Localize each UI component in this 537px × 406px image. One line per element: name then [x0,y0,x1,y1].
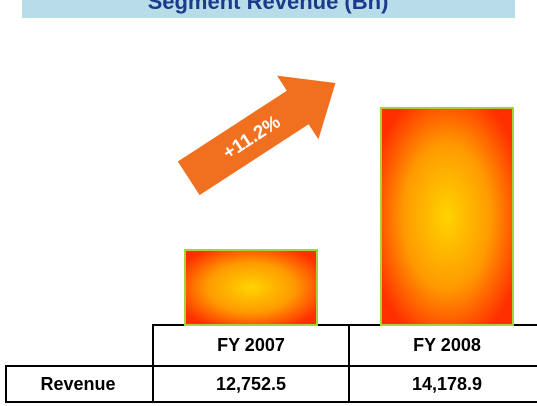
row-label: Revenue [40,374,115,394]
data-label: 14,178.9 [412,374,482,394]
data-label: 12,752.5 [216,374,286,394]
bar [184,249,318,326]
x-tick-label: FY 2008 [413,335,481,355]
x-tick-label: FY 2007 [217,335,285,355]
bar [380,106,514,326]
title-banner [22,0,515,18]
chart-title: Segment Revenue (Bn) [148,0,389,14]
growth-arrow: +11.2% [177,75,336,196]
table-grid [5,324,537,403]
